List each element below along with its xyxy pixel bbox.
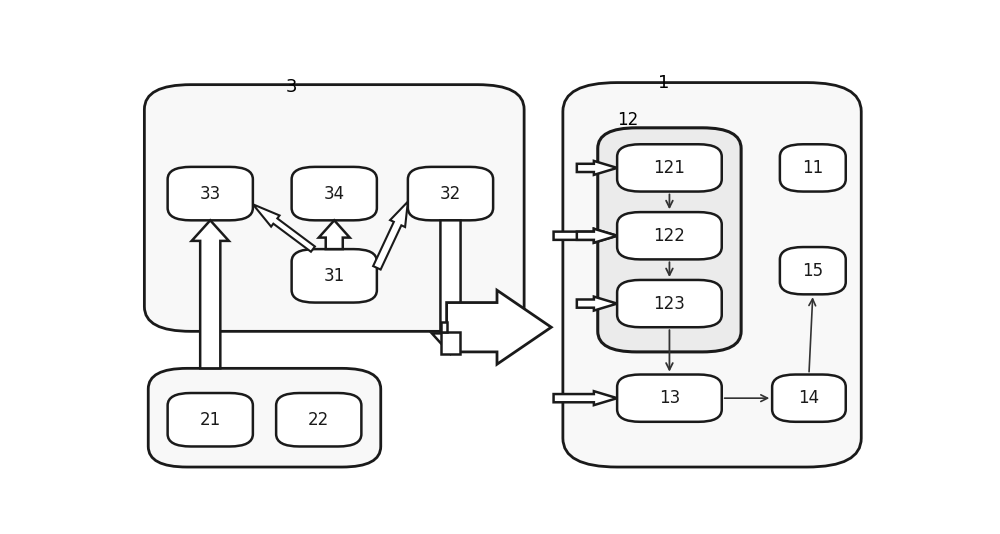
FancyBboxPatch shape [780,247,846,294]
FancyBboxPatch shape [168,167,253,221]
Polygon shape [577,229,617,243]
Text: 122: 122 [654,227,685,245]
FancyBboxPatch shape [276,393,361,446]
FancyBboxPatch shape [772,374,846,422]
Polygon shape [554,391,617,405]
Text: 11: 11 [802,159,823,177]
FancyBboxPatch shape [441,332,460,354]
Polygon shape [447,290,551,364]
Text: 34: 34 [324,185,345,202]
FancyBboxPatch shape [148,368,381,467]
Polygon shape [554,229,617,243]
Text: 32: 32 [440,185,461,202]
FancyBboxPatch shape [563,83,861,467]
FancyBboxPatch shape [292,249,377,303]
Polygon shape [373,202,408,270]
Text: 12: 12 [617,111,638,129]
FancyBboxPatch shape [408,167,493,221]
FancyBboxPatch shape [441,322,447,332]
Polygon shape [253,205,315,252]
Text: 3: 3 [286,77,297,96]
Text: 33: 33 [200,185,221,202]
FancyBboxPatch shape [144,84,524,331]
FancyBboxPatch shape [617,374,722,422]
FancyBboxPatch shape [168,393,253,446]
Text: 15: 15 [802,262,823,280]
Text: 1: 1 [658,74,669,92]
Text: 123: 123 [654,295,685,312]
FancyBboxPatch shape [617,280,722,327]
FancyBboxPatch shape [617,212,722,260]
Text: 121: 121 [654,159,685,177]
Text: 31: 31 [324,267,345,285]
FancyBboxPatch shape [292,167,377,221]
Text: 21: 21 [200,411,221,429]
Text: 2: 2 [205,351,216,369]
Text: 22: 22 [308,411,329,429]
FancyBboxPatch shape [598,128,741,352]
Polygon shape [192,221,229,368]
FancyBboxPatch shape [617,144,722,192]
Text: 13: 13 [659,389,680,407]
Polygon shape [577,296,617,311]
Polygon shape [319,221,350,249]
Text: 14: 14 [798,389,820,407]
Polygon shape [577,161,617,175]
FancyBboxPatch shape [780,144,846,192]
Polygon shape [432,221,469,354]
